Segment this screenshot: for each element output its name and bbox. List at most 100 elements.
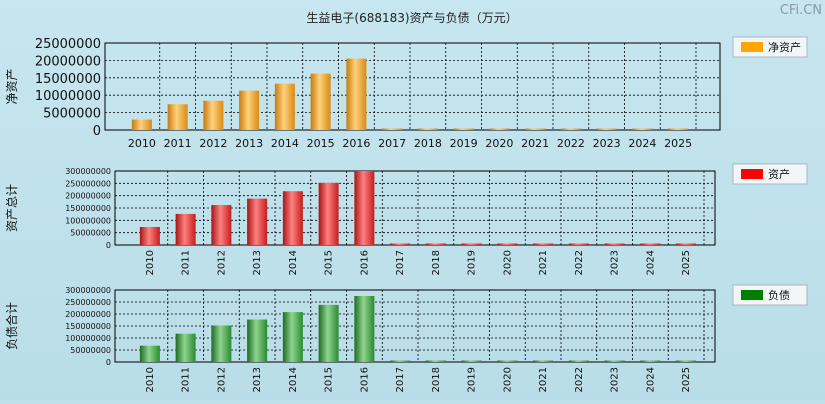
y-tick-label: 0 [106, 358, 111, 367]
bar-2024 [640, 243, 661, 245]
bar-2012 [203, 100, 224, 130]
x-tick-label: 2025 [664, 137, 692, 150]
bar-2014 [282, 191, 303, 245]
bar-2010 [139, 226, 160, 245]
x-tick-label: 2024 [645, 367, 656, 392]
bar-2017 [390, 243, 411, 245]
bar-2025 [668, 128, 689, 130]
bar-2019 [453, 128, 474, 130]
x-tick-label: 2010 [145, 250, 156, 275]
y-axis-label: 净资产 [5, 68, 19, 104]
bar-2022 [568, 243, 589, 245]
x-tick-label: 2013 [235, 137, 263, 150]
bar-2015 [310, 73, 331, 130]
x-tick-label: 2022 [574, 250, 585, 275]
y-axis-label: 资产总计 [5, 184, 19, 232]
x-tick-label: 2019 [450, 137, 478, 150]
bar-2023 [596, 128, 617, 130]
x-tick-label: 2012 [216, 367, 227, 392]
bar-2014 [282, 312, 303, 362]
x-tick-label: 2016 [359, 367, 370, 392]
x-tick-label: 2014 [288, 250, 299, 275]
bar-2017 [382, 128, 403, 130]
x-tick-label: 2012 [199, 137, 227, 150]
y-tick-label: 15000000 [35, 72, 101, 87]
watermark: CFi.CN [780, 3, 822, 18]
x-tick-label: 2022 [574, 367, 585, 392]
bar-2010 [131, 119, 152, 130]
y-tick-label: 200000000 [65, 310, 111, 319]
y-tick-label: 0 [106, 241, 111, 250]
bar-2013 [247, 319, 268, 362]
y-tick-label: 300000000 [65, 167, 111, 176]
x-tick-label: 2017 [378, 137, 406, 150]
bar-2014 [274, 83, 295, 130]
x-tick-label: 2014 [288, 367, 299, 392]
x-tick-label: 2015 [324, 367, 335, 392]
bar-2019 [461, 360, 482, 362]
bar-2025 [676, 243, 697, 245]
y-tick-label: 0 [93, 124, 101, 139]
y-tick-label: 150000000 [65, 204, 111, 213]
x-tick-label: 2018 [431, 367, 442, 392]
bar-2020 [497, 360, 518, 362]
y-axis-label: 负债合计 [4, 302, 19, 350]
bar-2022 [560, 128, 581, 130]
bar-2013 [247, 198, 268, 245]
x-tick-label: 2025 [681, 367, 692, 392]
bar-2011 [167, 104, 188, 130]
bar-2024 [640, 360, 661, 362]
legend-label: 负债 [768, 288, 790, 302]
x-tick-label: 2012 [216, 250, 227, 275]
x-tick-label: 2013 [252, 367, 263, 392]
x-tick-label: 2021 [538, 250, 549, 275]
y-tick-label: 50000000 [70, 229, 111, 238]
y-tick-label: 50000000 [70, 346, 111, 355]
bar-2021 [533, 360, 554, 362]
bar-2021 [533, 243, 554, 245]
bar-2020 [497, 243, 518, 245]
legend-swatch [741, 42, 763, 52]
y-tick-label: 100000000 [65, 334, 111, 343]
x-tick-label: 2021 [538, 367, 549, 392]
bar-2016 [354, 171, 375, 245]
x-tick-label: 2025 [681, 250, 692, 275]
bar-2018 [425, 360, 446, 362]
x-tick-label: 2021 [521, 137, 549, 150]
x-tick-label: 2023 [593, 137, 621, 150]
x-tick-label: 2018 [431, 250, 442, 275]
bar-2011 [175, 333, 196, 362]
bar-2016 [346, 58, 367, 130]
x-tick-label: 2024 [645, 250, 656, 275]
x-tick-label: 2010 [145, 367, 156, 392]
bar-2017 [390, 360, 411, 362]
x-tick-label: 2023 [610, 367, 621, 392]
x-tick-label: 2013 [252, 250, 263, 275]
bar-2018 [425, 243, 446, 245]
x-tick-label: 2011 [181, 250, 192, 275]
x-tick-label: 2020 [485, 137, 513, 150]
bar-2015 [318, 304, 339, 362]
bar-2015 [318, 182, 339, 245]
y-tick-label: 100000000 [65, 216, 111, 225]
x-tick-label: 2015 [324, 250, 335, 275]
x-tick-label: 2020 [502, 367, 513, 392]
y-tick-label: 5000000 [43, 107, 101, 122]
bar-2020 [489, 128, 510, 130]
bar-2012 [211, 325, 232, 362]
legend-label: 资产 [768, 167, 790, 181]
bar-2010 [139, 345, 160, 362]
bar-2025 [676, 360, 697, 362]
x-tick-label: 2015 [307, 137, 335, 150]
bar-2021 [525, 128, 546, 130]
x-tick-label: 2023 [610, 250, 621, 275]
x-tick-label: 2010 [128, 137, 156, 150]
plot-area [104, 42, 721, 131]
bar-2022 [568, 360, 589, 362]
y-tick-label: 200000000 [65, 192, 111, 201]
bar-2016 [354, 296, 375, 362]
x-tick-label: 2016 [342, 137, 370, 150]
x-tick-label: 2014 [271, 137, 299, 150]
x-tick-label: 2019 [467, 367, 478, 392]
